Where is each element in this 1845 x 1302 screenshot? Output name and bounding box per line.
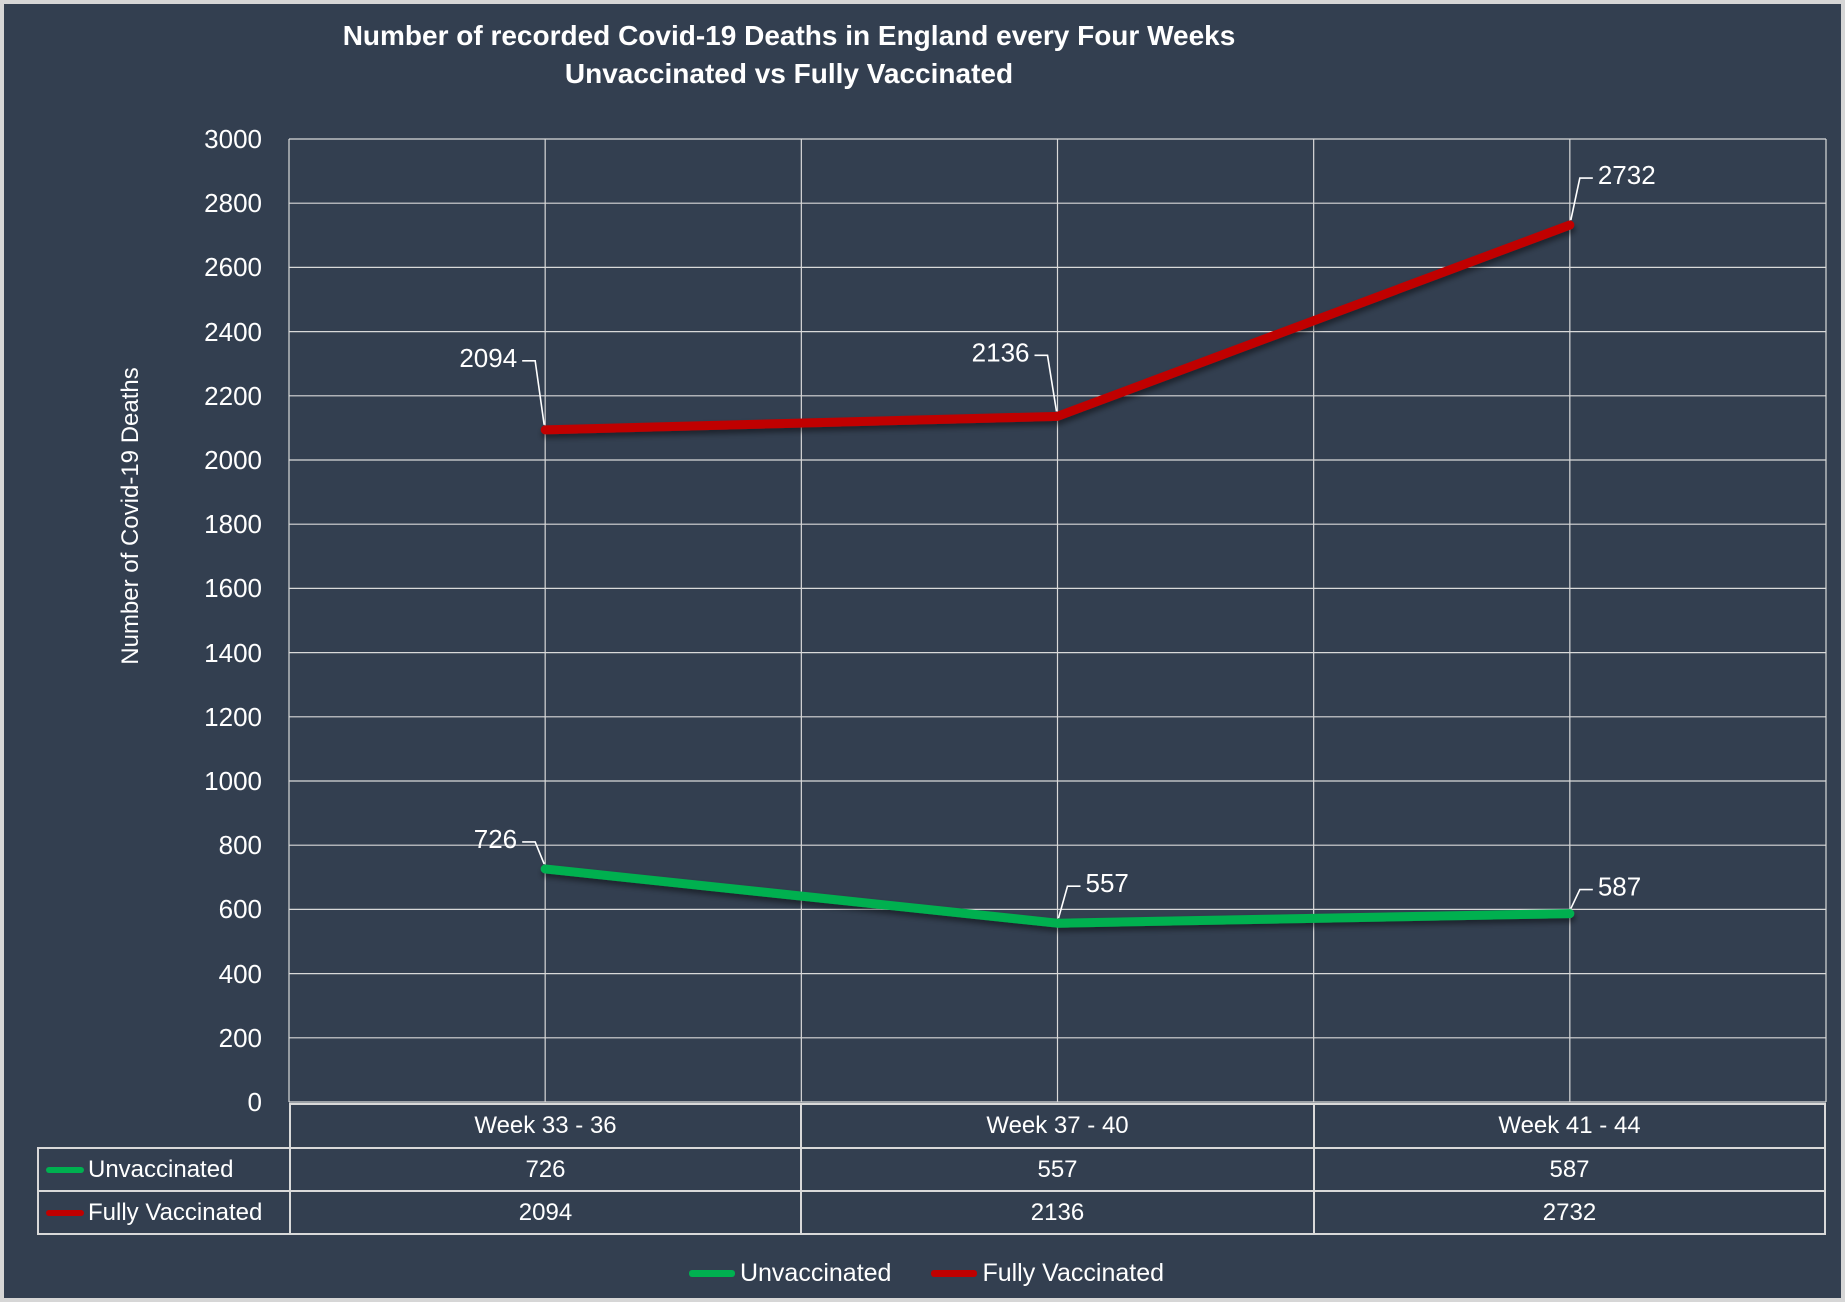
table-row-fully-vaccinated: Fully Vaccinated 2094 2136 2732	[37, 1190, 1828, 1235]
series-line-fully-vaccinated	[540, 220, 1575, 435]
data-label-leader	[1570, 177, 1593, 221]
data-label: 557	[1086, 868, 1129, 898]
table-value-unvaccinated-w41: 587	[1313, 1147, 1826, 1192]
y-tick-label: 0	[247, 1087, 262, 1117]
category-label-week-37-40: Week 37 - 40	[800, 1103, 1315, 1149]
table-row-unvaccinated: Unvaccinated 726 557 587	[37, 1147, 1828, 1192]
y-tick-label: 2000	[204, 445, 262, 475]
y-tick-label: 200	[218, 1022, 262, 1053]
x-axis-category-row: Week 33 - 36 Week 37 - 40 Week 41 - 44	[289, 1103, 1828, 1149]
chart-title-line2: Unvaccinated vs Fully Vaccinated	[564, 58, 1014, 89]
unvaccinated-line-swatch	[46, 1166, 84, 1173]
category-label-week-33-36: Week 33 - 36	[289, 1103, 802, 1149]
y-tick-label: 3000	[204, 124, 262, 154]
table-value-fully-vaccinated-w41: 2732	[1313, 1190, 1826, 1235]
legend-fully-vaccinated-line-swatch	[931, 1270, 978, 1277]
data-label-leader	[522, 360, 545, 425]
y-tick-label: 1600	[204, 573, 262, 604]
y-tick-label: 800	[218, 830, 262, 861]
y-tick-label: 2200	[204, 380, 262, 411]
table-value-fully-vaccinated-w37: 2136	[800, 1190, 1315, 1235]
table-value-fully-vaccinated-w33: 2094	[289, 1190, 802, 1235]
fully-vaccinated-line-swatch	[46, 1209, 84, 1216]
legend-item-fully-vaccinated: Fully Vaccinated	[931, 1259, 1164, 1288]
y-tick-label: 2400	[204, 316, 262, 347]
y-tick-label: 1000	[204, 766, 262, 796]
y-tick-label: 1400	[204, 637, 262, 668]
series-name-unvaccinated: Unvaccinated	[88, 1155, 234, 1183]
series-line-unvaccinated	[540, 864, 1575, 928]
chart-legend: Unvaccinated Fully Vaccinated	[4, 1259, 1841, 1288]
table-legend-cell-unvaccinated: Unvaccinated	[37, 1147, 291, 1192]
y-tick-label: 600	[218, 894, 262, 925]
y-tick-label: 2600	[204, 252, 262, 283]
plot-area: 726 557 587 2094 2136 2732	[288, 138, 1827, 1103]
table-value-unvaccinated-w37: 557	[800, 1147, 1315, 1192]
legend-fully-vaccinated-label: Fully Vaccinated	[982, 1259, 1165, 1287]
table-legend-cell-fully-vaccinated: Fully Vaccinated	[37, 1190, 291, 1235]
data-label-leader	[1057, 885, 1081, 919]
legend-unvaccinated-label: Unvaccinated	[739, 1259, 892, 1287]
data-label: 587	[1598, 872, 1641, 902]
y-tick-label: 1200	[204, 701, 262, 732]
table-value-unvaccinated-w33: 726	[289, 1147, 802, 1192]
data-label-leader	[1570, 888, 1593, 909]
y-tick-label: 1800	[204, 509, 262, 540]
y-tick-label: 400	[218, 958, 262, 989]
chart-title: Number of recorded Covid-19 Deaths in En…	[4, 17, 1574, 93]
legend-unvaccinated-line-swatch	[688, 1270, 735, 1277]
data-label: 2094	[459, 343, 517, 373]
category-label-week-41-44: Week 41 - 44	[1313, 1103, 1826, 1149]
series-name-fully-vaccinated: Fully Vaccinated	[88, 1198, 263, 1226]
legend-item-unvaccinated: Unvaccinated	[688, 1259, 892, 1288]
data-label: 726	[474, 824, 517, 854]
data-label: 2136	[972, 337, 1030, 367]
y-tick-label: 2800	[204, 188, 262, 219]
data-label-leader	[522, 841, 545, 865]
data-label-leader	[1034, 354, 1058, 412]
data-label: 2732	[1598, 160, 1656, 190]
chart-title-line1: Number of recorded Covid-19 Deaths in En…	[342, 20, 1236, 51]
